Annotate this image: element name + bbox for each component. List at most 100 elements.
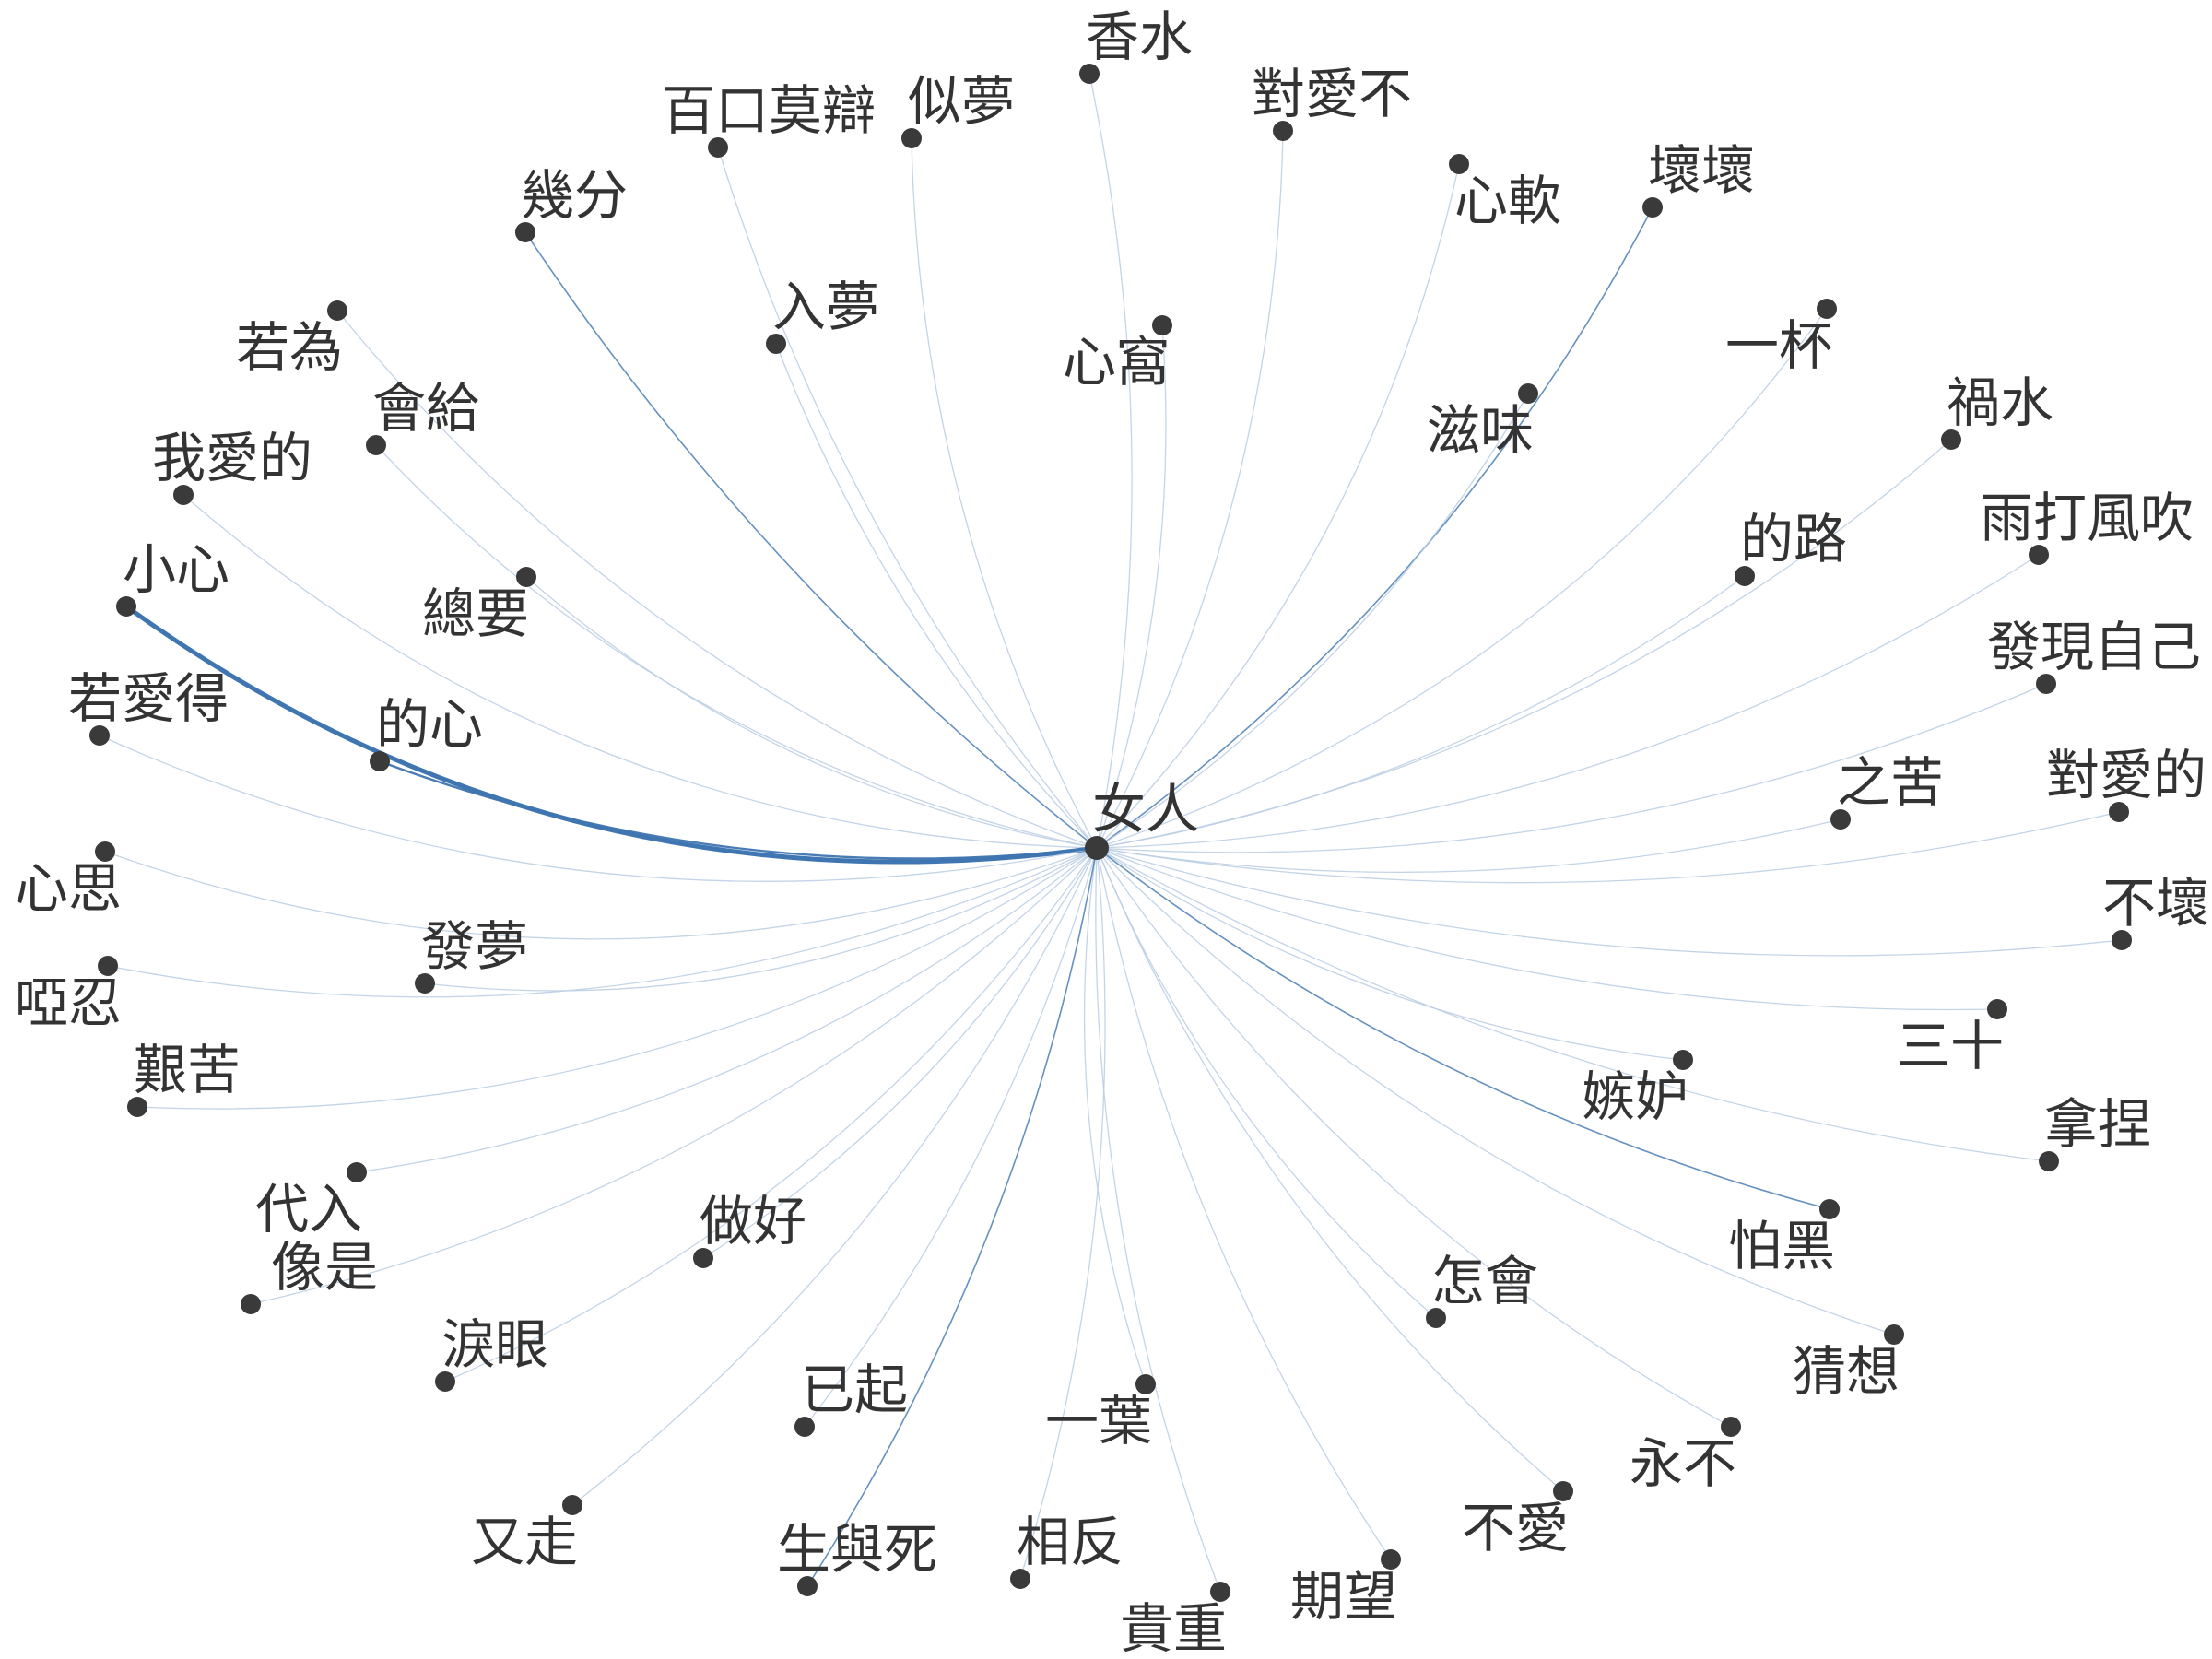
node-像是[interactable]: 像是 (241, 1236, 378, 1314)
node-dot[interactable] (2109, 802, 2129, 822)
node-禍水[interactable]: 禍水 (1941, 371, 2053, 450)
node-dot[interactable] (1135, 1374, 1156, 1394)
node-心窩[interactable]: 心窩 (1063, 315, 1172, 394)
node-期望[interactable]: 期望 (1290, 1549, 1401, 1628)
node-dot[interactable] (708, 137, 728, 158)
node-dot[interactable] (1735, 566, 1755, 586)
center-node[interactable] (1085, 836, 1109, 860)
node-dot[interactable] (327, 300, 347, 321)
node-香水[interactable]: 香水 (1079, 6, 1193, 84)
node-dot[interactable] (1830, 809, 1851, 830)
node-dot[interactable] (89, 725, 110, 746)
node-dot[interactable] (127, 1097, 147, 1117)
node-已起[interactable]: 已起 (794, 1359, 908, 1437)
node-三十[interactable]: 三十 (1897, 999, 2007, 1077)
node-dot[interactable] (241, 1294, 261, 1314)
node-dot[interactable] (1273, 121, 1293, 141)
node-心思[interactable]: 心思 (15, 841, 122, 920)
node-dot[interactable] (515, 222, 535, 242)
node-若愛得[interactable]: 若愛得 (68, 667, 229, 746)
node-做好[interactable]: 做好 (693, 1190, 806, 1268)
node-dot[interactable] (1817, 299, 1837, 319)
node-dot[interactable] (1884, 1324, 1904, 1345)
node-怕黑[interactable]: 怕黑 (1728, 1199, 1840, 1277)
node-艱苦[interactable]: 艱苦 (127, 1039, 241, 1117)
node-入夢[interactable]: 入夢 (766, 276, 879, 354)
node-一杯[interactable]: 一杯 (1725, 299, 1837, 377)
node-嫉妒[interactable]: 嫉妒 (1582, 1050, 1693, 1128)
node-dot[interactable] (366, 435, 386, 455)
node-會給[interactable]: 會給 (366, 377, 479, 455)
node-dot[interactable] (562, 1495, 582, 1515)
node-若為[interactable]: 若為 (236, 300, 347, 379)
node-一葉[interactable]: 一葉 (1045, 1374, 1156, 1453)
node-dot[interactable] (1381, 1549, 1401, 1570)
node-之苦[interactable]: 之苦 (1830, 751, 1944, 830)
node-dot[interactable] (1819, 1199, 1840, 1219)
node-dot[interactable] (1553, 1481, 1573, 1501)
node-猜想[interactable]: 猜想 (1793, 1324, 1904, 1403)
node-的路[interactable]: 的路 (1735, 508, 1847, 586)
node-dot[interactable] (370, 751, 390, 771)
node-dot[interactable] (1426, 1308, 1446, 1328)
node-dot[interactable] (116, 596, 136, 617)
node-又走[interactable]: 又走 (471, 1495, 582, 1573)
node-啞忍[interactable]: 啞忍 (15, 956, 122, 1034)
node-label: 艱苦 (134, 1039, 241, 1101)
node-的心[interactable]: 的心 (370, 693, 483, 771)
center-node-group[interactable]: 女人 (1085, 778, 1199, 860)
node-淚眼[interactable]: 淚眼 (435, 1313, 548, 1392)
node-dot[interactable] (693, 1248, 713, 1268)
node-dot[interactable] (173, 485, 194, 505)
node-dot[interactable] (1079, 64, 1100, 84)
node-對愛不[interactable]: 對愛不 (1252, 63, 1412, 141)
node-dot[interactable] (347, 1162, 367, 1182)
node-dot[interactable] (1642, 197, 1663, 218)
node-生與死[interactable]: 生與死 (777, 1518, 937, 1596)
node-雨打風吹[interactable]: 雨打風吹 (1980, 487, 2194, 565)
node-dot[interactable] (901, 128, 922, 148)
node-dot[interactable] (95, 841, 115, 862)
node-怎會[interactable]: 怎會 (1426, 1250, 1538, 1328)
node-dot[interactable] (1010, 1569, 1030, 1589)
node-dot[interactable] (2112, 930, 2132, 950)
node-dot[interactable] (1449, 154, 1469, 174)
node-似夢[interactable]: 似夢 (901, 70, 1015, 148)
node-dot[interactable] (1941, 429, 1961, 450)
node-dot[interactable] (1987, 999, 2007, 1019)
node-滋味[interactable]: 滋味 (1427, 383, 1538, 462)
node-dot[interactable] (766, 334, 786, 354)
node-dot[interactable] (435, 1371, 455, 1392)
node-dot[interactable] (1152, 315, 1172, 335)
node-dot[interactable] (98, 956, 118, 976)
node-壞壞[interactable]: 壞壞 (1642, 139, 1755, 218)
node-代入[interactable]: 代入 (255, 1162, 367, 1241)
node-我愛的[interactable]: 我愛的 (152, 427, 312, 505)
node-相反[interactable]: 相反 (1010, 1511, 1124, 1589)
node-心軟[interactable]: 心軟 (1449, 154, 1561, 232)
node-發夢[interactable]: 發夢 (415, 915, 528, 994)
node-dot[interactable] (516, 567, 536, 587)
node-百口莫辯[interactable]: 百口莫辯 (662, 79, 876, 158)
node-拿捏[interactable]: 拿捏 (2039, 1093, 2151, 1171)
node-dot[interactable] (415, 973, 435, 994)
node-dot[interactable] (1518, 383, 1538, 404)
node-dot[interactable] (2036, 674, 2056, 694)
node-對愛的[interactable]: 對愛的 (2046, 744, 2206, 822)
node-dot[interactable] (1673, 1050, 1693, 1070)
node-貴重[interactable]: 貴重 (1120, 1582, 1230, 1659)
node-dot[interactable] (2029, 545, 2049, 565)
node-發現自己[interactable]: 發現自己 (1987, 616, 2201, 694)
node-幾分[interactable]: 幾分 (515, 164, 628, 242)
node-不愛[interactable]: 不愛 (1462, 1481, 1573, 1559)
node-dot[interactable] (1210, 1582, 1230, 1602)
node-dot[interactable] (1721, 1417, 1741, 1437)
node-永不[interactable]: 永不 (1630, 1417, 1741, 1495)
node-不壞[interactable]: 不壞 (2102, 872, 2209, 950)
node-dot[interactable] (2039, 1151, 2059, 1171)
node-總要[interactable]: 總要 (422, 567, 536, 645)
node-dot[interactable] (794, 1417, 815, 1437)
node-label: 貴重 (1120, 1597, 1227, 1659)
node-dot[interactable] (797, 1576, 818, 1596)
node-小心[interactable]: 小心 (116, 538, 229, 617)
